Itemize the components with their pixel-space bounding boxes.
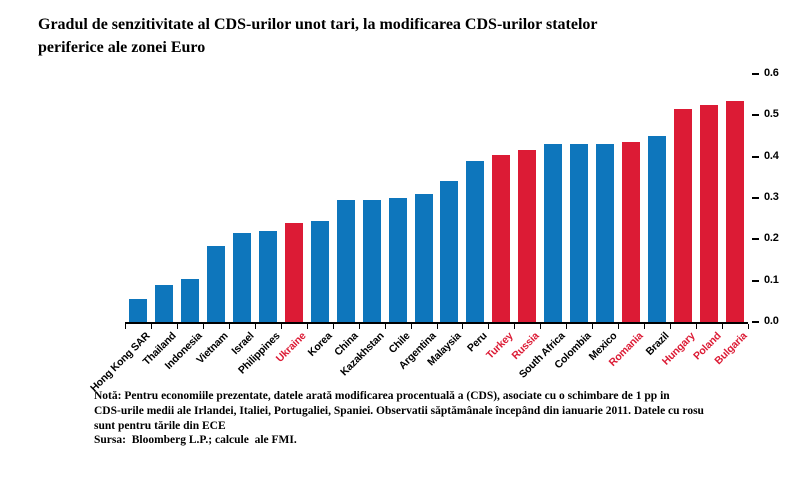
x-tick	[462, 324, 464, 329]
x-tick	[384, 324, 386, 329]
bar-turkey	[492, 154, 511, 322]
x-tick	[202, 324, 204, 329]
x-label-korea: Korea	[305, 330, 335, 359]
y-tick-dash	[752, 114, 759, 117]
bar-chile	[388, 198, 407, 322]
y-tick-label: 0.5	[764, 108, 779, 121]
y-tick-dash	[752, 279, 759, 282]
x-tick	[696, 324, 698, 329]
bar-hungary	[674, 109, 693, 322]
bar-hong-kong-sar	[128, 299, 147, 322]
bar-argentina	[414, 193, 433, 322]
y-tick-dash	[752, 197, 759, 199]
y-tick-dash	[752, 238, 759, 241]
x-tick	[358, 324, 360, 329]
y-tick-label: 0.1	[764, 273, 779, 286]
x-tick	[410, 324, 412, 329]
bar-indonesia	[180, 278, 199, 322]
x-tick	[488, 324, 490, 329]
x-tick	[748, 324, 749, 329]
x-tick	[436, 324, 438, 329]
x-tick	[592, 324, 594, 329]
x-tick	[280, 324, 282, 329]
x-tick	[722, 324, 724, 329]
x-tick	[254, 324, 256, 329]
x-tick	[306, 324, 308, 329]
bar-israel	[232, 233, 251, 322]
footnote: Notă: Pentru economiile prezentate, date…	[94, 390, 704, 432]
x-tick	[332, 324, 334, 329]
bar-thailand	[154, 284, 173, 322]
bar-malaysia	[440, 181, 459, 322]
bar-china	[336, 200, 355, 322]
bar-kazakhstan	[362, 200, 381, 322]
bar-korea	[310, 220, 329, 322]
bar-south-africa	[544, 144, 563, 322]
y-tick-label: 0.4	[764, 149, 779, 162]
x-tick	[670, 324, 672, 329]
y-tick-label: 0.0	[764, 315, 779, 327]
x-tick	[540, 324, 542, 329]
y-tick-label: 0.3	[764, 191, 779, 203]
x-tick	[150, 324, 152, 329]
y-tick-dash	[752, 321, 759, 323]
bar-mexico	[596, 144, 615, 322]
bar-brazil	[648, 136, 667, 322]
x-label-turkey: Turkey	[484, 330, 516, 362]
x-tick	[644, 324, 646, 329]
bar-chart-plot: Hong Kong SAR Thailand Indonesia Vietnam Isr…	[88, 67, 779, 394]
bar-russia	[518, 150, 537, 322]
x-tick	[228, 324, 230, 329]
y-tick-label: 0.6	[764, 67, 779, 79]
bar-romania	[622, 142, 641, 322]
source-line: Sursa: Bloomberg L.P.; calcule ale FMI.	[94, 434, 297, 446]
x-tick	[514, 324, 516, 329]
bar-colombia	[570, 144, 589, 322]
bar-vietnam	[206, 245, 225, 322]
x-tick	[125, 324, 126, 329]
bar-philippines	[258, 231, 277, 322]
x-tick	[618, 324, 620, 329]
bar-bulgaria	[726, 100, 745, 322]
chart-title: Gradul de senzitivitate al CDS-urilor un…	[38, 16, 598, 56]
bar-ukraine	[284, 222, 303, 322]
bar-peru	[466, 160, 485, 322]
y-tick-label: 0.2	[764, 232, 779, 245]
bar-poland	[700, 105, 719, 322]
x-tick	[176, 324, 178, 329]
y-tick-dash	[752, 73, 759, 75]
y-tick-dash	[752, 155, 759, 158]
x-tick	[566, 324, 568, 329]
